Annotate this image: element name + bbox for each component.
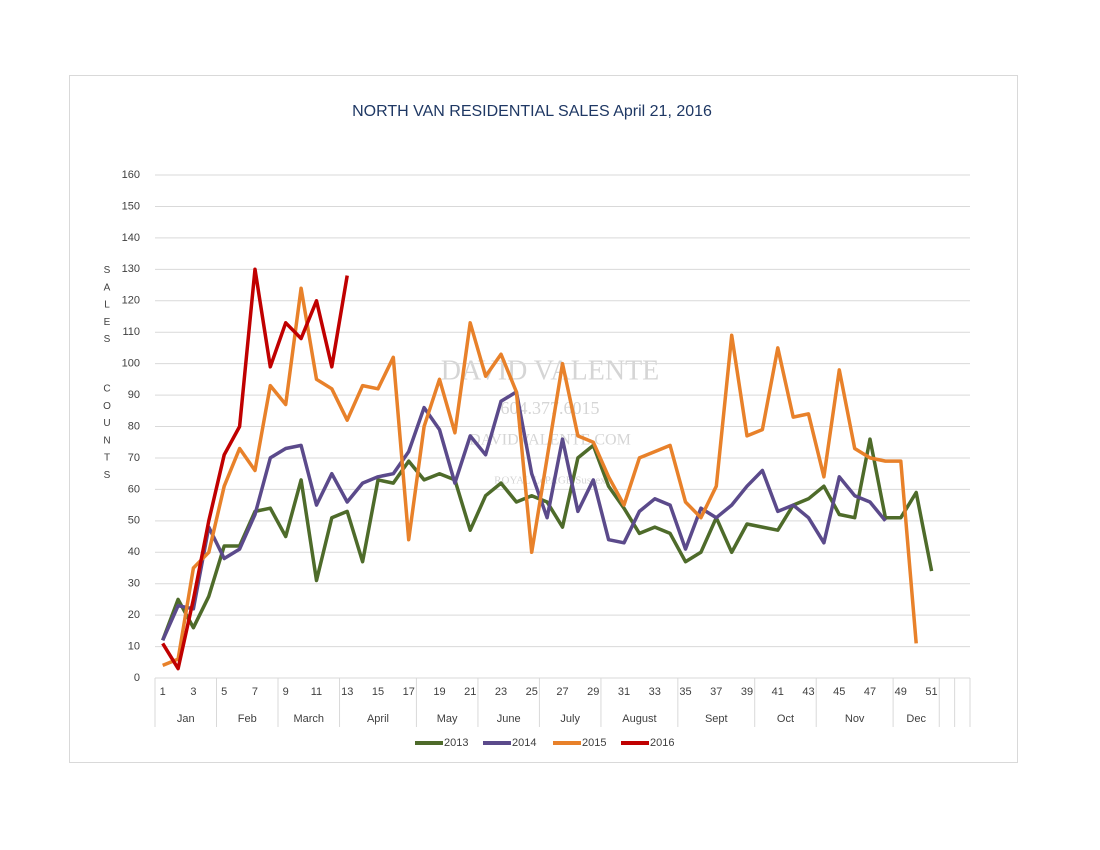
- x-tick-label: 51: [925, 686, 937, 698]
- x-tick-label: 19: [433, 686, 445, 698]
- month-label: Oct: [777, 713, 794, 725]
- x-tick-label: 23: [495, 686, 507, 698]
- x-tick-label: 17: [403, 686, 415, 698]
- watermark-text: ROYAL LePAGE Sussex: [494, 475, 606, 487]
- y-tick-label: 60: [128, 483, 140, 495]
- series-line: [161, 267, 349, 671]
- x-tick-label: 35: [679, 686, 691, 698]
- x-tick-label: 39: [741, 686, 753, 698]
- y-tick-label: 120: [122, 295, 140, 307]
- x-tick-label: 33: [649, 686, 661, 698]
- x-tick-label: 1: [160, 686, 166, 698]
- x-tick-label: 15: [372, 686, 384, 698]
- month-label: July: [560, 713, 580, 725]
- x-tick-label: 49: [895, 686, 907, 698]
- month-label: Nov: [845, 713, 865, 725]
- y-tick-label: 70: [128, 452, 140, 464]
- month-label: August: [622, 713, 656, 725]
- month-label: Dec: [906, 713, 926, 725]
- x-tick-label: 25: [526, 686, 538, 698]
- x-tick-label: 47: [864, 686, 876, 698]
- chart-frame: [69, 75, 1018, 763]
- y-tick-label: 140: [122, 232, 140, 244]
- month-label: Feb: [238, 713, 257, 725]
- x-tick-label: 29: [587, 686, 599, 698]
- legend-label: 2013: [444, 737, 468, 749]
- legend-label: 2015: [582, 737, 606, 749]
- y-tick-label: 80: [128, 420, 140, 432]
- chart-title: NORTH VAN RESIDENTIAL SALES April 21, 20…: [352, 103, 712, 120]
- x-tick-label: 43: [802, 686, 814, 698]
- series-line: [162, 286, 918, 668]
- month-label: Jan: [177, 713, 195, 725]
- month-label: June: [497, 713, 521, 725]
- y-tick-label: 10: [128, 640, 140, 652]
- month-label: April: [367, 713, 389, 725]
- x-tick-label: 41: [772, 686, 784, 698]
- month-label: Sept: [705, 713, 728, 725]
- y-tick-label: 40: [128, 546, 140, 558]
- month-label: March: [293, 713, 324, 725]
- x-tick-label: 31: [618, 686, 630, 698]
- x-tick-label: 37: [710, 686, 722, 698]
- month-label: May: [437, 713, 458, 725]
- y-tick-label: 0: [134, 672, 140, 684]
- legend-label: 2016: [650, 737, 674, 749]
- y-tick-label: 160: [122, 169, 140, 181]
- watermark-text: DAVID VALENTE: [441, 355, 660, 386]
- series-line: [161, 437, 934, 641]
- y-tick-label: 50: [128, 515, 140, 527]
- y-tick-label: 100: [122, 358, 140, 370]
- y-tick-label: 110: [122, 326, 140, 338]
- series-line: [161, 390, 887, 642]
- y-tick-label: 90: [128, 389, 140, 401]
- legend-label: 2014: [512, 737, 536, 749]
- x-tick-label: 5: [221, 686, 227, 698]
- y-tick-label: 30: [128, 578, 140, 590]
- x-tick-label: 13: [341, 686, 353, 698]
- x-tick-label: 45: [833, 686, 845, 698]
- x-tick-label: 9: [283, 686, 289, 698]
- y-tick-label: 20: [128, 609, 140, 621]
- watermark-text: 604.377.6015: [501, 398, 600, 418]
- x-tick-label: 21: [464, 686, 476, 698]
- x-tick-label: 27: [556, 686, 568, 698]
- x-tick-label: 11: [311, 686, 322, 698]
- x-tick-label: 7: [252, 686, 258, 698]
- x-tick-label: 3: [190, 686, 196, 698]
- y-tick-label: 130: [122, 263, 140, 275]
- y-tick-label: 150: [122, 200, 140, 212]
